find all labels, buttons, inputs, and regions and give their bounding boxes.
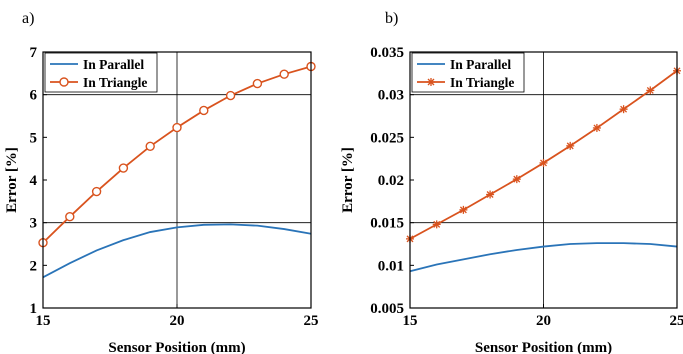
x-tick-label: 25: [670, 313, 683, 329]
series-line: [42, 223, 312, 279]
y-tick-label: 0.02: [378, 173, 404, 189]
x-tick-label: 20: [536, 313, 551, 329]
data-point-stroke: [566, 142, 574, 150]
y-tick-label: 5: [30, 130, 38, 146]
legend-label: In Parallel: [450, 57, 511, 72]
data-point-stroke: [459, 206, 467, 214]
legend-box: [411, 52, 525, 93]
data-point: [252, 78, 263, 89]
data-point: [512, 175, 521, 184]
data-point: [432, 220, 441, 229]
x-axis-title: Sensor Position (mm): [475, 340, 612, 354]
panel-label: b): [385, 10, 398, 27]
y-tick-label: 4: [30, 173, 38, 189]
series-line: [409, 242, 678, 273]
data-point: [118, 163, 129, 173]
plot-frame: [409, 51, 678, 309]
data-point-stroke: [486, 191, 494, 198]
data-point: [539, 158, 548, 167]
plot-frame: [42, 51, 312, 309]
data-point-stroke: [593, 124, 601, 132]
x-tick-label: 15: [36, 313, 51, 329]
y-tick-label: 2: [30, 258, 38, 274]
y-tick-label: 0.005: [370, 301, 404, 317]
data-point: [65, 211, 75, 222]
data-point: [566, 141, 575, 150]
data-point: [145, 141, 155, 151]
data-point-stroke: [646, 86, 654, 94]
chart-panel-b: b) 15 20 25 0.005 0.01 0.015 0.02 0.025 0.03 0.035…: [340, 10, 683, 354]
legend-marker-stroke: [427, 78, 435, 86]
panel-label: a): [22, 10, 34, 27]
y-tick-label: 7: [30, 45, 38, 61]
y-tick-label: 0.01: [378, 258, 404, 274]
data-point-stroke: [513, 175, 521, 183]
y-tick-label: 6: [30, 88, 38, 104]
y-tick-label: 0.03: [378, 88, 404, 104]
legend-marker: [59, 77, 69, 87]
y-axis-title: Error [%]: [340, 147, 356, 213]
data-point: [91, 186, 102, 197]
x-tick-label: 15: [403, 313, 418, 329]
x-tick-label: 25: [304, 313, 319, 329]
y-tick-label: 1: [30, 301, 38, 317]
legend-marker: [427, 78, 435, 86]
legend-label: In Triangle: [83, 75, 147, 90]
data-point-stroke: [540, 159, 547, 167]
data-point: [199, 105, 209, 116]
legend-label: In Triangle: [450, 75, 514, 90]
data-point-stroke: [433, 220, 441, 228]
y-axis-title: Error [%]: [4, 147, 20, 213]
data-point: [619, 105, 628, 114]
x-tick-label: 20: [170, 313, 185, 329]
data-point: [646, 86, 655, 95]
chart-panel-a: a) 15 20 25 1 2 3 4 5 6 7 Sensor Position (mm) Error…: [4, 10, 319, 354]
data-point: [279, 69, 289, 79]
data-point: [459, 205, 468, 214]
legend-label: In Parallel: [83, 57, 144, 72]
data-point: [592, 123, 601, 132]
y-tick-label: 0.015: [370, 216, 404, 232]
data-point-stroke: [620, 105, 628, 113]
y-tick-label: 0.035: [370, 45, 404, 61]
data-point: [172, 122, 182, 133]
data-point: [486, 190, 495, 199]
y-tick-label: 0.025: [370, 130, 404, 146]
data-point: [225, 90, 236, 101]
x-axis-title: Sensor Position (mm): [108, 340, 245, 354]
y-tick-label: 3: [30, 216, 38, 232]
